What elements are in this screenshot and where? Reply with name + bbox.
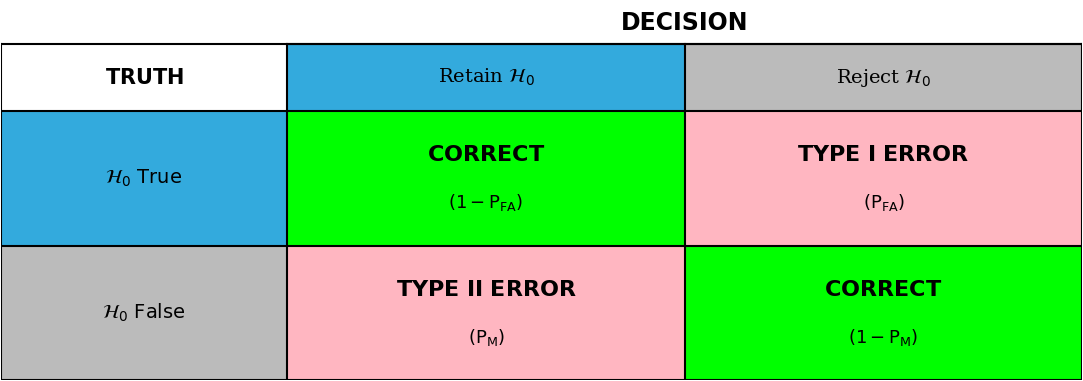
Bar [1,111,287,245]
Text: $(1 - \mathrm{P_{FA}})$: $(1 - \mathrm{P_{FA}})$ [448,192,524,213]
Text: $(\mathrm{P_M})$: $(\mathrm{P_M})$ [468,327,505,348]
Text: $\mathbf{CORRECT}$: $\mathbf{CORRECT}$ [427,146,545,165]
Text: $\mathcal{H}_0$ True: $\mathcal{H}_0$ True [105,168,183,189]
Text: $\mathbf{TYPE\ II\ ERROR}$: $\mathbf{TYPE\ II\ ERROR}$ [395,280,576,300]
Bar [684,245,1082,380]
Bar [1,245,287,380]
Text: $\mathcal{H}_0$ False: $\mathcal{H}_0$ False [102,302,186,324]
Bar [287,44,684,111]
Bar [684,111,1082,245]
Text: Retain $\mathcal{H}_0$: Retain $\mathcal{H}_0$ [438,67,535,88]
Text: $\mathbf{TRUTH}$: $\mathbf{TRUTH}$ [104,67,183,88]
Bar [287,111,684,245]
Bar [684,44,1082,111]
Bar [287,245,684,380]
Text: $(\mathrm{P_{FA}})$: $(\mathrm{P_{FA}})$ [863,192,904,213]
Text: DECISION: DECISION [621,11,748,35]
Text: $(1 - \mathrm{P_M})$: $(1 - \mathrm{P_M})$ [848,327,918,348]
Text: $\mathbf{TYPE\ I\ ERROR}$: $\mathbf{TYPE\ I\ ERROR}$ [797,146,969,165]
Text: Reject $\mathcal{H}_0$: Reject $\mathcal{H}_0$ [836,67,931,88]
Text: $\mathbf{CORRECT}$: $\mathbf{CORRECT}$ [824,280,942,300]
